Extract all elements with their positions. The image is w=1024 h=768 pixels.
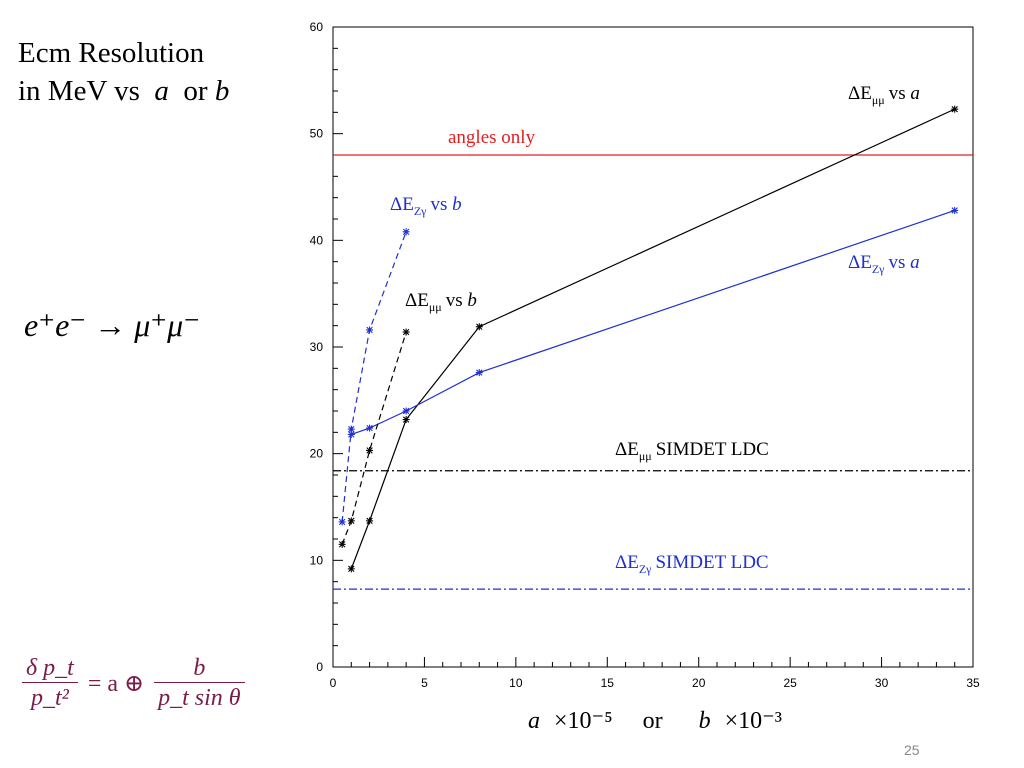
x-axis-label: a ×10⁻⁵ or b ×10⁻³: [528, 708, 782, 734]
formula-lhs-denominator: p_t²: [30, 685, 69, 711]
x-tick-label: 10: [509, 676, 523, 690]
formula-lhs-fraction: δ p_t p_t²: [22, 654, 78, 713]
formula-rhs-denominator: p_t sin θ: [158, 685, 241, 711]
simdet-label-1: ΔEμμ SIMDET LDC: [615, 439, 769, 463]
data-point: [338, 518, 346, 526]
x-tick-label: 20: [692, 676, 706, 690]
data-point: [366, 424, 374, 432]
title-line-2: in MeV vs a or b: [18, 72, 229, 110]
series-label-0: ΔEμμ vs a: [848, 83, 920, 107]
data-point: [402, 416, 410, 424]
x-tick-label: 0: [330, 676, 337, 690]
y-tick-label: 60: [310, 20, 324, 34]
data-point: [338, 540, 346, 548]
angles-only-label: angles only: [448, 127, 536, 148]
data-point: [402, 407, 410, 415]
title-line-1: Ecm Resolution: [18, 37, 205, 69]
data-point: [402, 228, 410, 236]
y-tick-label: 10: [310, 553, 324, 567]
x-tick-label: 15: [601, 676, 615, 690]
data-point: [347, 565, 355, 573]
formula-lhs-numerator: δ p_t: [22, 654, 78, 683]
series-2: [338, 328, 410, 548]
series-1: [347, 206, 959, 438]
series-line: [341, 331, 407, 545]
plot-frame: [332, 26, 974, 668]
data-point: [402, 328, 410, 336]
y-tick-label: 40: [310, 233, 324, 247]
title-or: or: [183, 75, 208, 107]
data-point: [347, 517, 355, 525]
data-point: [347, 425, 355, 433]
formula-rhs-numerator: b: [154, 654, 245, 683]
page-number: 25: [904, 742, 920, 758]
data-point: [366, 326, 374, 334]
y-tick-label: 30: [310, 340, 324, 354]
reaction-equation: e⁺e⁻ → μ⁺μ⁻: [24, 307, 201, 343]
x-axis-label-or: or: [643, 708, 663, 734]
x-axis-label-b-exp: ×10⁻³: [725, 708, 782, 734]
series-0: [347, 105, 959, 573]
data-point: [366, 517, 374, 525]
y-tick-label: 20: [310, 447, 324, 461]
series-3: [338, 228, 410, 526]
data-point: [347, 430, 355, 438]
x-tick-label: 30: [875, 676, 889, 690]
formula-rhs-fraction: b p_t sin θ: [154, 654, 245, 713]
formula-equals: = a ⊕: [87, 671, 145, 697]
title-var-b: b: [214, 75, 230, 107]
x-tick-label: 25: [783, 676, 797, 690]
series-line: [350, 108, 955, 570]
data-point: [475, 369, 483, 377]
x-tick-label: 35: [966, 676, 980, 690]
data-point: [366, 446, 374, 454]
slide-title: Ecm Resolution in MeV vs a or b: [18, 34, 229, 110]
series-label-2: ΔEμμ vs b: [405, 290, 477, 314]
resolution-formula: δ p_t p_t² = a ⊕ b p_t sin θ: [22, 654, 245, 713]
y-tick-label: 0: [316, 660, 323, 674]
series-label-1: ΔEZγ vs a: [848, 252, 920, 276]
data-point: [951, 206, 959, 214]
series-line: [341, 231, 407, 522]
title-prefix: in MeV vs: [18, 75, 140, 107]
x-tick-label: 5: [421, 676, 428, 690]
simdet-label-2: ΔEZγ SIMDET LDC: [615, 552, 769, 576]
title-var-a: a: [154, 75, 169, 107]
series-label-3: ΔEZγ vs b: [390, 194, 462, 218]
data-point: [951, 105, 959, 113]
data-point: [475, 323, 483, 331]
x-axis-label-b: b: [699, 708, 711, 734]
series-line: [351, 209, 955, 436]
x-axis-label-a: a: [528, 708, 540, 734]
y-tick-label: 50: [310, 127, 324, 141]
x-axis-label-a-exp: ×10⁻⁵: [554, 708, 613, 734]
